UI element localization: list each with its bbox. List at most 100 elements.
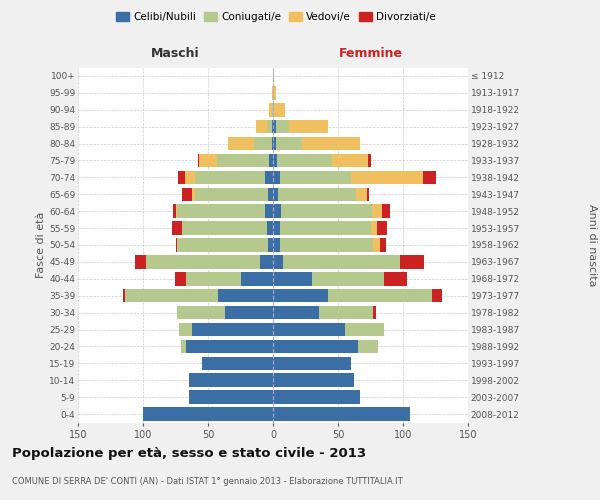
Bar (273, 306, 319, 320)
Bar (351, 170, 422, 184)
Text: Maschi: Maschi (151, 47, 200, 60)
Bar (195, 170, 265, 184)
Bar (275, 120, 289, 134)
Bar (265, 204, 273, 218)
Bar (218, 289, 273, 302)
Bar (273, 103, 274, 117)
Bar (143, 408, 273, 421)
Bar (383, 272, 407, 285)
Bar (241, 272, 273, 285)
Bar (422, 170, 436, 184)
Bar (179, 323, 193, 336)
Bar (367, 188, 369, 201)
Bar (217, 154, 269, 167)
Bar (281, 204, 372, 218)
Bar (225, 306, 273, 320)
Bar (277, 154, 331, 167)
Bar (178, 170, 185, 184)
Bar (372, 204, 382, 218)
Bar (273, 204, 281, 218)
Bar (272, 120, 273, 134)
Bar (269, 154, 273, 167)
Bar (356, 188, 367, 201)
Text: COMUNE DI SERRA DE' CONTI (AN) - Dati ISTAT 1° gennaio 2013 - Elaborazione TUTTI: COMUNE DI SERRA DE' CONTI (AN) - Dati IS… (12, 478, 403, 486)
Bar (181, 340, 186, 353)
Bar (331, 154, 368, 167)
Bar (197, 154, 199, 167)
Legend: Celibi/Nubili, Coniugati/e, Vedovi/e, Divorziati/e: Celibi/Nubili, Coniugati/e, Vedovi/e, Di… (112, 8, 440, 26)
Bar (176, 204, 177, 218)
Bar (312, 272, 383, 285)
Bar (273, 255, 283, 268)
Bar (273, 86, 275, 100)
Bar (182, 222, 266, 235)
Bar (373, 306, 376, 320)
Bar (202, 356, 273, 370)
Bar (273, 120, 275, 134)
Bar (273, 323, 344, 336)
Bar (278, 188, 356, 201)
Bar (124, 289, 125, 302)
Bar (273, 170, 280, 184)
Bar (227, 137, 254, 150)
Bar (275, 137, 302, 150)
Bar (266, 120, 272, 134)
Bar (358, 340, 379, 353)
Bar (254, 137, 272, 150)
Bar (273, 390, 360, 404)
Bar (273, 69, 274, 82)
Bar (188, 390, 273, 404)
Bar (268, 188, 273, 201)
Bar (273, 289, 328, 302)
Bar (146, 255, 260, 268)
Bar (125, 289, 218, 302)
Bar (319, 306, 373, 320)
Bar (273, 356, 351, 370)
Bar (273, 408, 409, 421)
Bar (186, 340, 273, 353)
Bar (273, 340, 358, 353)
Bar (188, 374, 273, 387)
Bar (260, 255, 273, 268)
Bar (373, 238, 380, 252)
Bar (273, 188, 278, 201)
Bar (273, 272, 312, 285)
Bar (371, 222, 377, 235)
Bar (280, 238, 373, 252)
Bar (182, 188, 193, 201)
Bar (173, 204, 176, 218)
Bar (272, 86, 273, 100)
Bar (177, 238, 268, 252)
Bar (177, 306, 225, 320)
Bar (274, 103, 285, 117)
Bar (280, 222, 371, 235)
Bar (382, 204, 390, 218)
Bar (135, 255, 146, 268)
Bar (193, 188, 195, 201)
Bar (272, 137, 273, 150)
Bar (266, 222, 273, 235)
Bar (273, 222, 280, 235)
Bar (328, 289, 431, 302)
Bar (177, 204, 265, 218)
Bar (199, 154, 217, 167)
Bar (377, 222, 388, 235)
Bar (273, 154, 277, 167)
Bar (175, 272, 186, 285)
Bar (185, 170, 195, 184)
Text: Femmine: Femmine (338, 47, 403, 60)
Bar (302, 137, 360, 150)
Bar (380, 238, 386, 252)
Bar (431, 289, 442, 302)
Text: Anni di nascita: Anni di nascita (587, 204, 597, 286)
Bar (272, 103, 273, 117)
Bar (269, 103, 272, 117)
Bar (273, 374, 353, 387)
Bar (368, 154, 371, 167)
Text: Popolazione per età, sesso e stato civile - 2013: Popolazione per età, sesso e stato civil… (12, 448, 366, 460)
Bar (256, 120, 266, 134)
Bar (280, 170, 351, 184)
Bar (265, 170, 273, 184)
Bar (193, 323, 273, 336)
Bar (172, 222, 182, 235)
